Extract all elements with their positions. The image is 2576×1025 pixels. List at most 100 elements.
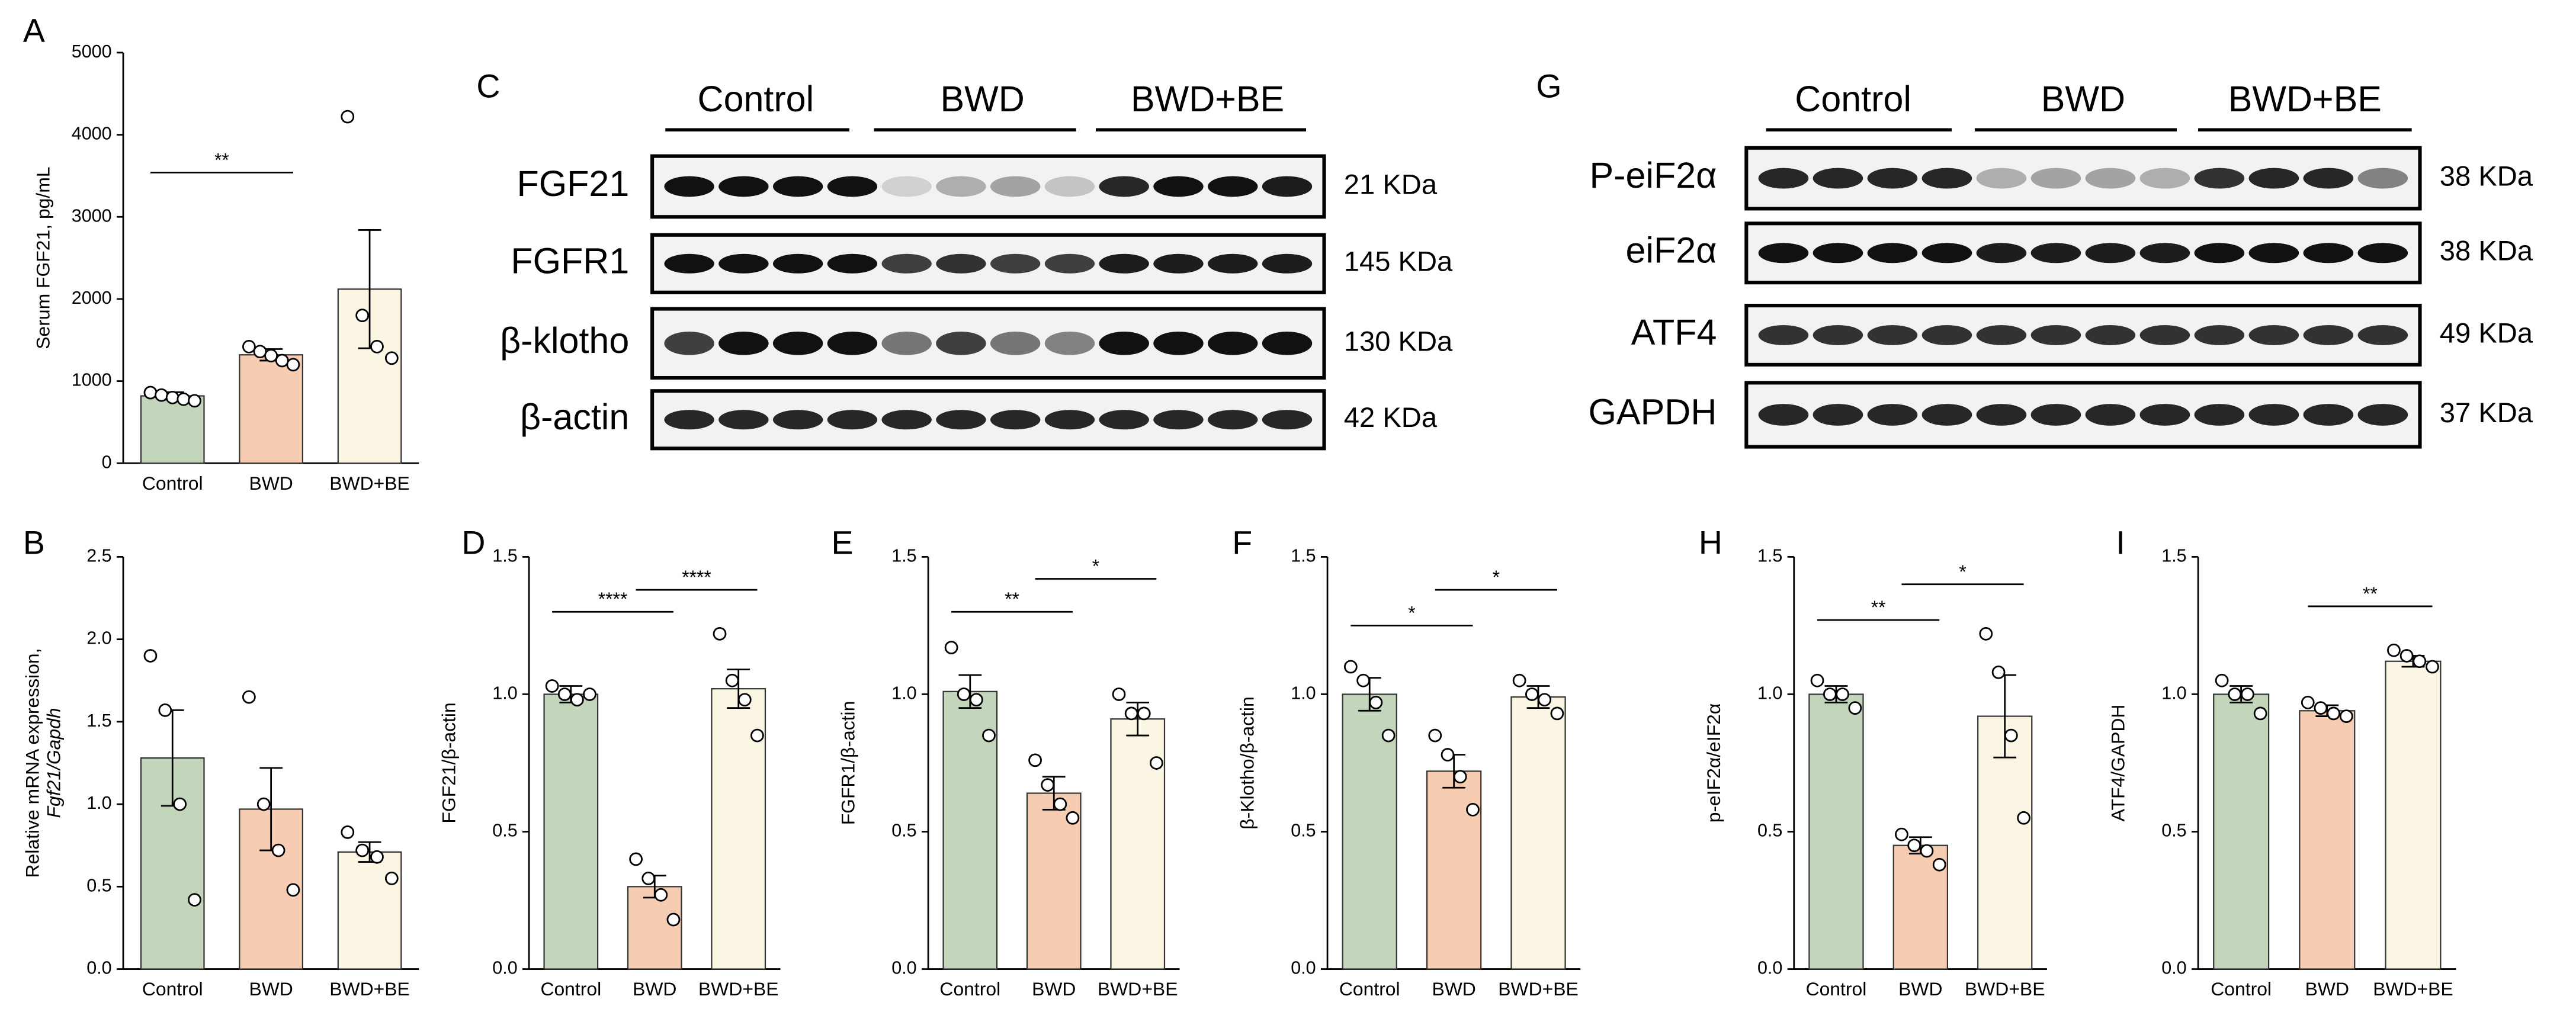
blot-band	[1044, 410, 1095, 430]
protein-label: GAPDH	[1588, 392, 1717, 432]
data-point	[1428, 728, 1442, 743]
blot-band	[1867, 404, 1918, 426]
blot-band	[990, 410, 1041, 430]
data-point	[1848, 701, 1862, 715]
blot-band	[664, 176, 714, 197]
x-tick-label: BWD+BE	[1498, 978, 1579, 1000]
y-axis-label: FGF21/β-actin	[438, 702, 459, 823]
blot-band	[1921, 243, 1972, 264]
blot-band	[936, 253, 986, 274]
y-tick-label: 0.0	[492, 958, 517, 978]
blot-band	[1153, 410, 1204, 430]
y-axis-label: Serum FGF21, pg/mL	[32, 166, 53, 349]
significance-label: *	[1092, 555, 1099, 577]
data-point	[545, 679, 559, 693]
panel-letter: C	[476, 68, 500, 105]
blot-band	[1262, 410, 1313, 430]
blot-band	[1976, 243, 2027, 264]
y-tick-label: 1.0	[492, 683, 517, 703]
data-point	[355, 309, 370, 323]
data-point	[1124, 706, 1138, 721]
molecular-weight: 38 KDa	[2440, 160, 2533, 192]
blot-band	[1812, 168, 1863, 189]
data-point	[1112, 687, 1126, 701]
data-point	[2004, 728, 2018, 743]
y-tick-label: 1.5	[1291, 545, 1316, 565]
blot-band	[664, 332, 714, 355]
x-tick-label: Control	[939, 978, 1000, 1000]
panel-letter: F	[1232, 525, 1252, 561]
molecular-weight: 37 KDa	[2440, 397, 2533, 428]
y-tick-label: 5000	[72, 41, 112, 62]
blot-band	[2303, 324, 2354, 345]
blot-band	[1208, 332, 1258, 355]
data-point	[1550, 706, 1564, 721]
data-point	[1041, 778, 1055, 792]
y-tick-label: 1.0	[1291, 683, 1316, 703]
blot-band	[1758, 168, 1809, 189]
data-point	[2017, 811, 2030, 825]
blot-band	[881, 332, 932, 355]
blot-band	[1812, 243, 1863, 264]
y-tick-label: 1.0	[2161, 683, 2186, 703]
data-point	[1538, 693, 1552, 707]
blot-band	[827, 253, 878, 274]
data-point	[629, 852, 643, 866]
y-tick-label: 2.5	[86, 545, 111, 565]
y-tick-label: 0.0	[891, 958, 916, 978]
blot-band	[664, 253, 714, 274]
x-tick-label: BWD	[633, 978, 676, 1000]
data-point	[2253, 706, 2267, 721]
data-point	[1356, 673, 1370, 687]
data-point	[1066, 811, 1080, 825]
blot-band	[1867, 243, 1918, 264]
bar	[239, 354, 304, 464]
molecular-weight: 42 KDa	[1344, 401, 1438, 433]
x-tick-label: BWD+BE	[2373, 978, 2453, 1000]
blot-band	[2248, 324, 2299, 345]
x-tick-label: BWD+BE	[1965, 978, 2045, 1000]
significance-label: *	[1493, 566, 1500, 587]
blot-band	[2030, 243, 2081, 264]
blot-band	[2357, 243, 2408, 264]
y-tick-label: 0.5	[891, 821, 916, 841]
y-tick-label: 2000	[72, 288, 112, 308]
data-point	[177, 392, 191, 406]
y-axis-label: Relative mRNA expression,	[21, 648, 43, 878]
data-point	[2399, 649, 2414, 663]
data-point	[1920, 844, 1934, 858]
data-point	[725, 673, 739, 687]
x-tick-label: BWD+BE	[329, 473, 410, 494]
data-point	[2301, 695, 2315, 709]
panel-letter: E	[831, 525, 853, 561]
data-point	[1441, 748, 1455, 761]
data-point	[1979, 626, 1993, 641]
data-point	[173, 797, 187, 811]
y-tick-label: 0	[102, 452, 112, 472]
blot-band	[1976, 404, 2027, 426]
blot-band	[664, 410, 714, 430]
x-tick-label: Control	[2211, 978, 2272, 1000]
blot-band	[2194, 324, 2245, 345]
blot-band	[2303, 404, 2354, 426]
data-point	[384, 872, 399, 885]
data-point	[355, 843, 370, 857]
significance-label: **	[2363, 583, 2378, 604]
y-tick-label: 1.5	[492, 545, 517, 565]
blot-band	[772, 332, 823, 355]
data-point	[957, 687, 971, 701]
x-tick-label: BWD	[249, 978, 293, 1000]
blot-band	[2085, 324, 2136, 345]
blot-band	[2357, 324, 2408, 345]
blot-band	[772, 410, 823, 430]
group-label: Control	[1795, 79, 1911, 119]
blot-band	[1921, 168, 1972, 189]
panel-letter: G	[1536, 68, 1561, 105]
bar	[2385, 660, 2442, 970]
blot-band	[1976, 324, 2027, 345]
x-tick-label: Control	[142, 473, 203, 494]
y-tick-label: 0.0	[2161, 958, 2186, 978]
group-label: BWD	[940, 79, 1024, 119]
x-tick-label: BWD	[1432, 978, 1475, 1000]
significance-label: ****	[682, 566, 711, 587]
